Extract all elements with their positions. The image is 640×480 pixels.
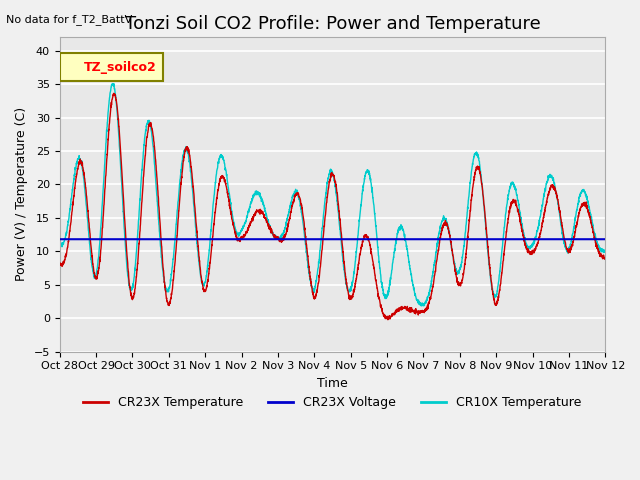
Text: TZ_soilco2: TZ_soilco2 bbox=[84, 60, 157, 74]
Text: No data for f_T2_BattV: No data for f_T2_BattV bbox=[6, 14, 132, 25]
Title: Tonzi Soil CO2 Profile: Power and Temperature: Tonzi Soil CO2 Profile: Power and Temper… bbox=[125, 15, 540, 33]
Legend: CR23X Temperature, CR23X Voltage, CR10X Temperature: CR23X Temperature, CR23X Voltage, CR10X … bbox=[78, 391, 587, 414]
FancyBboxPatch shape bbox=[60, 53, 163, 81]
Y-axis label: Power (V) / Temperature (C): Power (V) / Temperature (C) bbox=[15, 108, 28, 281]
X-axis label: Time: Time bbox=[317, 377, 348, 390]
